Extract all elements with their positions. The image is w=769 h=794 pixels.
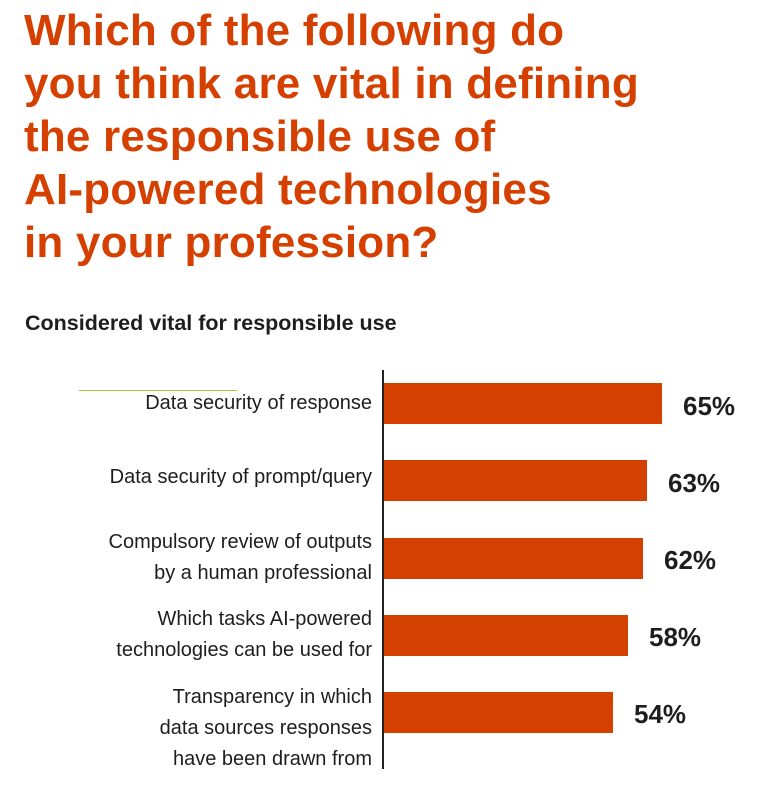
title-line: Which of the following do (24, 6, 565, 55)
label-line: Compulsory review of outputs (108, 531, 372, 553)
label-line: have been drawn from (172, 748, 372, 770)
bar-data-security-prompt (384, 460, 647, 501)
title-line: the responsible use of (24, 112, 496, 161)
label-line: Data security of prompt/query (109, 466, 372, 488)
chart-title: Which of the following do you think are … (24, 4, 639, 269)
y-axis-line (382, 370, 384, 769)
label-line: by a human professional (154, 562, 372, 584)
label-line: Transparency in which (172, 686, 372, 708)
bar-transparency (384, 692, 613, 733)
value-label: 58% (649, 622, 702, 652)
title-line: in your profession? (24, 218, 439, 267)
title-line: you think are vital in defining (24, 59, 639, 108)
category-label: Data security of response (145, 388, 372, 419)
chart-subtitle: Considered vital for responsible use (25, 311, 397, 335)
value-label: 62% (664, 545, 717, 575)
bar-human-review (384, 538, 643, 579)
label-line: data sources responses (159, 717, 372, 739)
value-label: 54% (634, 699, 687, 729)
value-label: 63% (668, 468, 721, 498)
label-line: technologies can be used for (116, 639, 372, 661)
bar-data-security-response (384, 383, 662, 424)
value-label: 65% (683, 391, 736, 421)
title-line: AI-powered technologies (24, 165, 552, 214)
bar-ai-tasks (384, 615, 628, 656)
accent-line (79, 390, 237, 391)
label-line: Data security of response (145, 392, 372, 414)
category-label: Which tasks AI-powered technologies can … (116, 604, 372, 666)
category-label: Transparency in which data sources respo… (160, 682, 372, 775)
category-label: Compulsory review of outputs by a human … (109, 527, 372, 589)
category-label: Data security of prompt/query (110, 462, 372, 493)
label-line: Which tasks AI-powered (157, 608, 372, 630)
